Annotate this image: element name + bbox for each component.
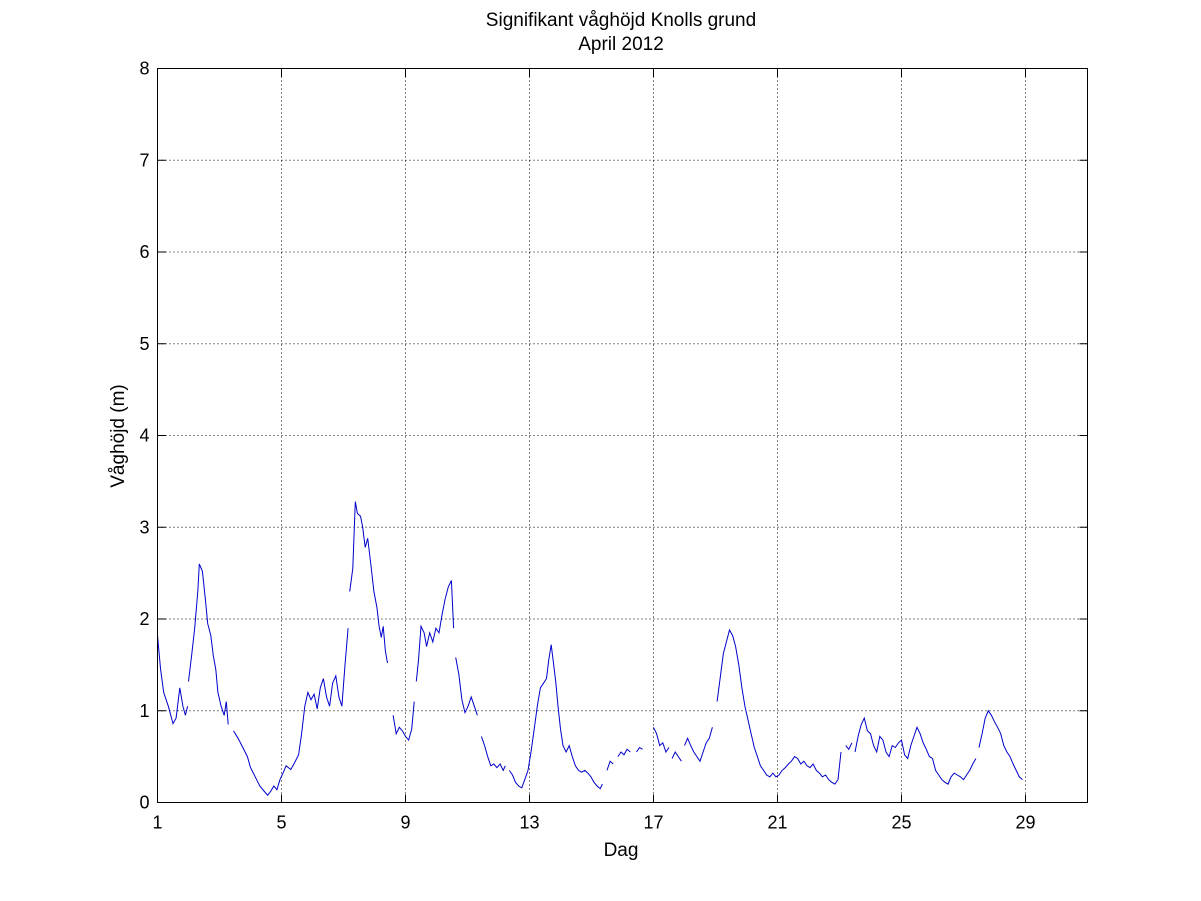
y-tick-label: 1 (139, 701, 149, 721)
y-tick-label: 7 (139, 150, 149, 170)
chart-subtitle: April 2012 (578, 34, 664, 55)
series-line-segment (415, 580, 455, 682)
x-tick-label: 1 (152, 813, 162, 833)
series-line-segment (684, 727, 713, 763)
series-line-segment (188, 563, 229, 725)
x-tick-labels: 1 5 9 13 17 21 25 29 (152, 813, 1035, 833)
series-line-segment (617, 748, 631, 757)
y-tick-label: 2 (139, 609, 149, 629)
x-tick-label: 5 (276, 813, 286, 833)
x-tick-label: 29 (1015, 813, 1035, 833)
series-line-segment (392, 701, 415, 742)
series-line-segment (978, 709, 1023, 780)
series-line-segment (606, 760, 614, 771)
grid-lines (157, 68, 1088, 803)
x-tick-label: 13 (519, 813, 539, 833)
chart-title: Signifikant våghöjd Knolls grund (486, 10, 756, 31)
series-line-segment (845, 742, 853, 751)
x-tick-label: 17 (643, 813, 663, 833)
x-axis-label: Dag (604, 840, 639, 861)
series-line-segment (480, 736, 506, 772)
y-tick-label: 8 (139, 59, 149, 79)
series-line-segment (508, 644, 603, 790)
series-line-segment (636, 746, 643, 753)
series-line-segment (157, 635, 189, 725)
y-tick-label: 0 (139, 793, 149, 813)
y-tick-label: 5 (139, 334, 149, 354)
series-line-segment (233, 628, 349, 796)
series-line-segment (854, 716, 977, 785)
series-line-segment (455, 657, 478, 716)
y-tick-label: 4 (139, 426, 149, 446)
x-tick-label: 25 (891, 813, 911, 833)
x-tick-label: 9 (400, 813, 410, 833)
x-tick-label: 21 (767, 813, 787, 833)
series-wave-height (157, 501, 1023, 796)
y-tick-label: 3 (139, 517, 149, 537)
y-axis-label: Våghöjd (m) (108, 384, 129, 488)
series-line-segment (349, 501, 388, 664)
axis-ticks (157, 68, 1088, 803)
y-tick-label: 6 (139, 242, 149, 262)
series-line-segment (653, 727, 670, 754)
series-line-segment (716, 628, 842, 785)
series-line-segment (671, 750, 682, 762)
y-tick-labels: 0 1 2 3 4 5 6 7 8 (139, 59, 149, 813)
